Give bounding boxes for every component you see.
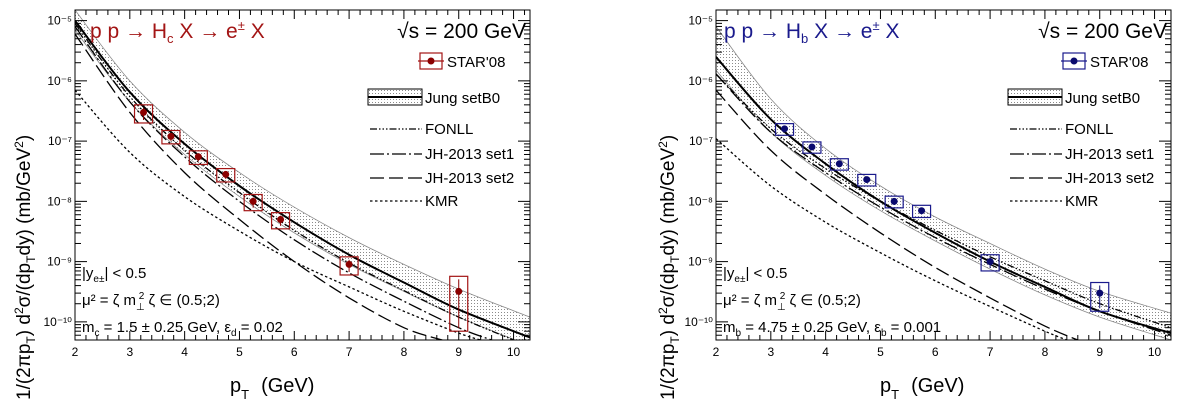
data-point-5 bbox=[884, 195, 904, 209]
x-tick-label: 2 bbox=[713, 345, 720, 359]
y-tick-label: 10⁻⁶ bbox=[688, 74, 713, 88]
plot-frame bbox=[74, 9, 531, 341]
y-tick-label: 10⁻⁵ bbox=[688, 14, 713, 28]
y-tick-label: 10⁻⁵ bbox=[47, 14, 72, 28]
plot-frame bbox=[715, 9, 1172, 341]
x-tick-label: 5 bbox=[877, 345, 884, 359]
axis-ticks: 2 3 4 5 6 7 8 9 10 10⁻¹⁰ 10⁻⁹ 10⁻⁸ 10⁻⁷ 10⁻⁶ 10⁻⁵ bbox=[44, 10, 530, 359]
y-axis-title: 1/(2πpT) d2σ/(dpTdy) (mb/GeV2) bbox=[656, 135, 682, 400]
data-point-3 bbox=[829, 158, 849, 171]
annotation-scale: μ² = ζ m⊥2 ζ ∈ (0.5;2) bbox=[723, 291, 861, 313]
x-tick-label: 7 bbox=[987, 345, 994, 359]
legend-star08: STAR'08 bbox=[1090, 54, 1148, 71]
y-tick-label: 10⁻⁶ bbox=[47, 74, 72, 88]
x-tick-label: 7 bbox=[346, 345, 353, 359]
y-tick-label: 10⁻⁷ bbox=[689, 134, 713, 148]
x-tick-label: 9 bbox=[455, 345, 462, 359]
legend-kmr: KMR bbox=[1065, 193, 1099, 210]
chart-left: 2 3 4 5 6 7 8 9 10 10⁻¹⁰ 10⁻⁹ 10⁻⁸ 10⁻⁷ 10⁻⁶ 10⁻⁵ p p … bbox=[12, 9, 531, 402]
x-tick-label: 10 bbox=[507, 345, 521, 359]
x-tick-label: 4 bbox=[822, 345, 829, 359]
legend-set1: JH-2013 set1 bbox=[1065, 146, 1154, 163]
data-point-1 bbox=[774, 123, 795, 136]
legend-set2: JH-2013 set2 bbox=[1065, 170, 1154, 187]
legend: STAR'08 Jung setB0 FONLL JH-2013 set1 JH… bbox=[367, 52, 514, 210]
legend: STAR'08 Jung setB0 FONLL JH-2013 set1 JH… bbox=[1007, 52, 1154, 210]
data-point-6 bbox=[270, 212, 291, 230]
jh2013-set1-curve bbox=[716, 73, 1171, 336]
data-point-2 bbox=[802, 141, 822, 154]
y-tick-label: 10⁻⁸ bbox=[47, 194, 72, 208]
y-tick-label: 10⁻⁷ bbox=[48, 134, 72, 148]
x-tick-label: 8 bbox=[1042, 345, 1049, 359]
data-point-3 bbox=[188, 150, 208, 166]
legend-star08: STAR'08 bbox=[447, 54, 505, 71]
data-point-7 bbox=[980, 254, 1000, 272]
legend-jung: Jung setB0 bbox=[425, 90, 500, 107]
x-tick-label: 6 bbox=[932, 345, 939, 359]
jh2013-set2-curve bbox=[75, 33, 443, 340]
jung-setb0-curve bbox=[75, 19, 530, 339]
axis-ticks: 2 3 4 5 6 7 8 9 10 10⁻¹⁰ 10⁻⁹ 10⁻⁸ 10⁻⁷ 10⁻⁶ 10⁻⁵ bbox=[685, 10, 1171, 359]
x-tick-label: 3 bbox=[767, 345, 774, 359]
data-point-2 bbox=[161, 129, 181, 145]
x-axis-title: pT (GeV) bbox=[230, 375, 314, 402]
data-point-8 bbox=[1090, 281, 1110, 312]
x-tick-label: 4 bbox=[181, 345, 188, 359]
kmr-curve bbox=[716, 138, 1068, 340]
x-tick-label: 9 bbox=[1096, 345, 1103, 359]
star08-data-points bbox=[774, 123, 1110, 312]
legend-set1: JH-2013 set1 bbox=[425, 146, 514, 163]
y-tick-label: 10⁻¹⁰ bbox=[44, 315, 73, 329]
annotation-mass: mb = 4.75 ± 0.25 GeV, εb = 0.001 bbox=[723, 319, 941, 339]
jh2013-set2-curve bbox=[716, 89, 1079, 340]
data-point-7 bbox=[339, 256, 359, 276]
annotation-mass: mc = 1.5 ± 0.25 GeV, εd = 0.02 bbox=[82, 319, 283, 339]
legend-set2: JH-2013 set2 bbox=[425, 170, 514, 187]
y-tick-label: 10⁻¹⁰ bbox=[685, 315, 714, 329]
x-axis-title: pT (GeV) bbox=[880, 375, 964, 402]
annotation-scale: μ² = ζ m⊥2 ζ ∈ (0.5;2) bbox=[82, 291, 220, 313]
x-tick-label: 3 bbox=[126, 345, 133, 359]
data-point-1 bbox=[133, 104, 154, 124]
star08-data-points bbox=[133, 104, 469, 332]
chart-right: 2 3 4 5 6 7 8 9 10 10⁻¹⁰ 10⁻⁹ 10⁻⁸ 10⁻⁷ 10⁻⁶ 10⁻⁵ p p … bbox=[656, 9, 1172, 402]
energy-label: √s = 200 GeV bbox=[1038, 20, 1167, 43]
x-tick-label: 5 bbox=[236, 345, 243, 359]
x-tick-label: 10 bbox=[1148, 345, 1162, 359]
legend-fonll: FONLL bbox=[425, 121, 473, 138]
annotation-rapidity: |ye±| < 0.5 bbox=[82, 265, 146, 285]
x-tick-label: 2 bbox=[72, 345, 79, 359]
chart-title: p p → Hb X → e± X bbox=[724, 18, 899, 46]
jh2013-set1-curve bbox=[75, 26, 492, 340]
legend-kmr: KMR bbox=[425, 193, 459, 210]
annotation-rapidity: |ye±| < 0.5 bbox=[723, 265, 787, 285]
legend-fonll: FONLL bbox=[1065, 121, 1113, 138]
jung-band bbox=[716, 25, 1171, 340]
y-tick-label: 10⁻⁹ bbox=[688, 255, 713, 269]
data-point-4 bbox=[216, 167, 236, 183]
legend-jung: Jung setB0 bbox=[1065, 90, 1140, 107]
y-tick-label: 10⁻⁹ bbox=[47, 255, 72, 269]
x-tick-label: 6 bbox=[291, 345, 298, 359]
jung-setb0-curve bbox=[716, 56, 1171, 335]
x-tick-label: 8 bbox=[401, 345, 408, 359]
data-point-5 bbox=[243, 193, 263, 212]
y-axis-title: 1/(2πpT) d2σ/(dpTdy) (mb/GeV2) bbox=[12, 135, 38, 400]
chart-title: p p → Hc X → e± X bbox=[90, 18, 265, 46]
jung-band bbox=[75, 10, 530, 340]
data-point-6 bbox=[911, 204, 932, 219]
energy-label: √s = 200 GeV bbox=[397, 20, 526, 43]
y-tick-label: 10⁻⁸ bbox=[688, 194, 713, 208]
fonll-curve bbox=[716, 73, 1171, 329]
kmr-curve bbox=[75, 89, 481, 340]
data-point-4 bbox=[857, 173, 877, 187]
